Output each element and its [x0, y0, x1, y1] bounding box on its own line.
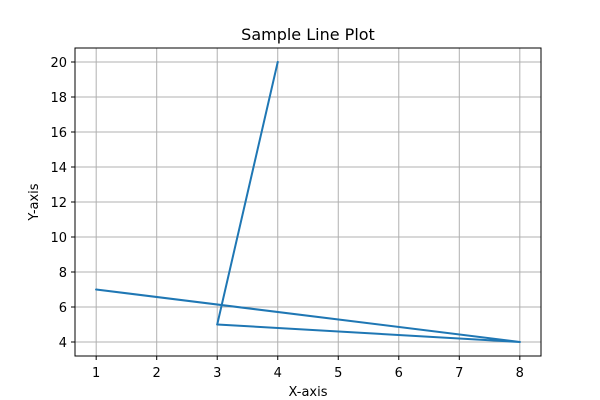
y-axis-label: Y-axis: [27, 183, 42, 221]
x-tick-label: 1: [92, 366, 100, 381]
grid: [75, 48, 541, 356]
y-tick-label: 20: [50, 56, 67, 71]
data-point: [518, 341, 521, 343]
y-axis-ticks: 4 6 8 10 12 14 16 18 20: [50, 56, 75, 351]
data-point: [95, 288, 98, 291]
x-tick-label: 5: [334, 366, 342, 381]
y-tick-label: 4: [59, 336, 67, 351]
y-tick-label: 8: [59, 266, 67, 281]
series-layer: [95, 61, 521, 343]
y-tick-label: 10: [50, 231, 67, 246]
data-point: [216, 323, 219, 326]
x-tick-label: 3: [213, 366, 221, 381]
x-axis-label: X-axis: [289, 385, 328, 400]
chart-title: Sample Line Plot: [241, 25, 375, 44]
x-axis-ticks: 1 2 3 4 5 6 7 8: [92, 356, 524, 381]
x-tick-label: 6: [395, 366, 403, 381]
x-tick-label: 4: [274, 366, 282, 381]
y-tick-label: 14: [50, 161, 67, 176]
x-tick-label: 2: [153, 366, 161, 381]
x-tick-label: 7: [455, 366, 463, 381]
series-line: [95, 61, 521, 343]
y-tick-label: 12: [50, 196, 67, 211]
y-tick-label: 6: [59, 301, 67, 316]
y-tick-label: 16: [50, 126, 67, 141]
x-tick-label: 8: [516, 366, 524, 381]
data-point: [276, 61, 279, 63]
y-tick-label: 18: [50, 91, 67, 106]
